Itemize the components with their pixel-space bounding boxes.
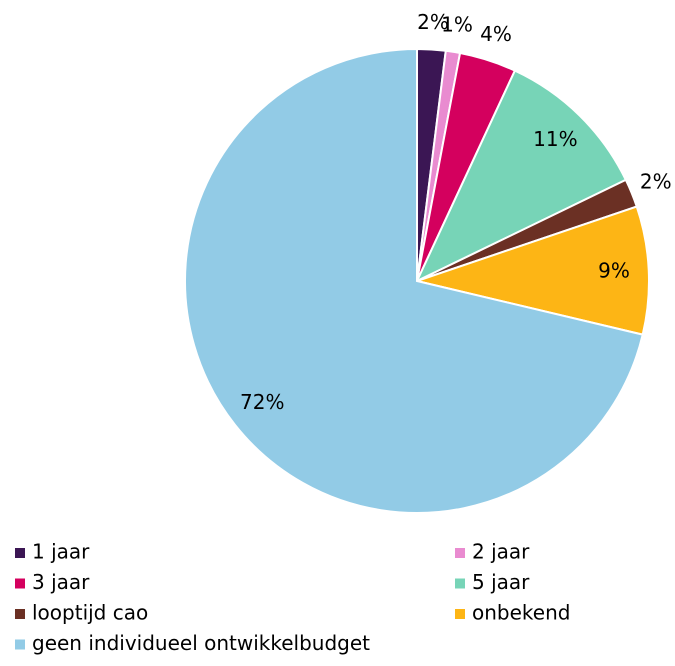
legend-label: onbekend (472, 601, 570, 625)
data-label: 72% (240, 390, 284, 414)
legend-swatch (15, 639, 25, 650)
data-label: 11% (533, 127, 577, 151)
pie-slice (413, 205, 650, 336)
legend-label: 1 jaar (32, 540, 90, 564)
legend-swatch (15, 609, 25, 619)
data-label: 1% (441, 13, 473, 37)
data-label: 2% (417, 10, 449, 34)
legend-swatch (15, 548, 25, 558)
legend-swatch (455, 548, 465, 558)
legend-label: 5 jaar (472, 570, 530, 594)
legend-label: 2 jaar (472, 540, 530, 564)
legend-swatch (455, 578, 465, 589)
data-label: 2% (640, 170, 672, 194)
legend-swatch (15, 578, 25, 589)
legend-swatch (455, 609, 465, 619)
legend-label: looptijd cao (32, 601, 148, 625)
legend-label: 3 jaar (32, 570, 90, 594)
data-label: 4% (480, 22, 512, 46)
pie-slice (184, 47, 644, 514)
data-label: 9% (598, 258, 630, 282)
pie-slice (414, 69, 628, 284)
legend-label: geen individueel ontwikkelbudget (32, 631, 370, 655)
